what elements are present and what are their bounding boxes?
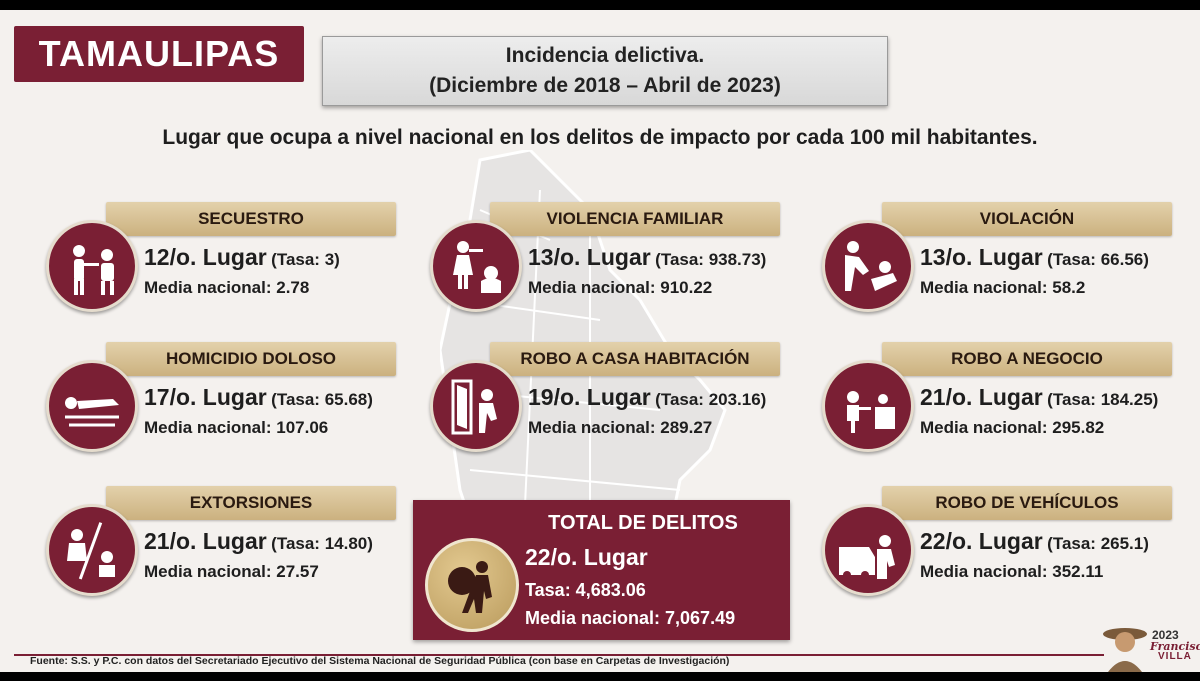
rank-value: 13/o. Lugar (528, 244, 651, 270)
extortion-icon (46, 504, 138, 596)
homicide-icon (46, 360, 138, 452)
footer-divider (14, 654, 1104, 656)
rank-text: 13/o. Lugar (Tasa: 66.56) (920, 244, 1149, 271)
media-nacional: Media nacional: 58.2 (920, 278, 1086, 297)
card-extorsiones: EXTORSIONES 21/o. Lugar (Tasa: 14.80) Me… (46, 486, 406, 596)
tasa-value: (Tasa: 65.68) (271, 390, 373, 409)
card-homicidio-doloso: HOMICIDIO DOLOSO 17/o. Lugar (Tasa: 65.6… (46, 342, 406, 452)
rank-value: 17/o. Lugar (144, 384, 267, 410)
card-band: EXTORSIONES (106, 486, 396, 520)
card-violencia-familiar: VIOLENCIA FAMILIAR 13/o. Lugar (Tasa: 93… (430, 202, 790, 312)
card-band: ROBO A NEGOCIO (882, 342, 1172, 376)
card-violacion: VIOLACIÓN 13/o. Lugar (Tasa: 66.56) Medi… (822, 202, 1182, 312)
rank-value: 12/o. Lugar (144, 244, 267, 270)
family-violence-icon (430, 220, 522, 312)
card-band: ROBO DE VEHÍCULOS (882, 486, 1172, 520)
crime-label: ROBO A NEGOCIO (951, 349, 1103, 368)
footer: Fuente: S.S. y P.C. con datos del Secret… (0, 650, 1200, 672)
title-box: Incidencia delictiva. (Diciembre de 2018… (322, 36, 888, 106)
rank-text: 13/o. Lugar (Tasa: 938.73) (528, 244, 766, 271)
rank-value: 19/o. Lugar (528, 384, 651, 410)
francisco-villa-logo: 2023 Francisco VILLA (1100, 620, 1200, 672)
slide: TAMAULIPAS Incidencia delictiva. (Diciem… (0, 10, 1200, 672)
card-band: SECUESTRO (106, 202, 396, 236)
card-band: ROBO A CASA HABITACIÓN (490, 342, 780, 376)
tasa-value: (Tasa: 3) (271, 250, 340, 269)
kidnapping-icon (46, 220, 138, 312)
card-robo-a-negocio: ROBO A NEGOCIO 21/o. Lugar (Tasa: 184.25… (822, 342, 1182, 452)
crime-label: VIOLENCIA FAMILIAR (546, 209, 724, 228)
crime-label: ROBO A CASA HABITACIÓN (520, 349, 750, 368)
total-crimes-box: TOTAL DE DELITOS 22/o. Lugar Tasa: 4,683… (413, 500, 790, 640)
total-label: TOTAL DE DELITOS (548, 512, 738, 534)
rank-text: 12/o. Lugar (Tasa: 3) (144, 244, 340, 271)
rank-value: 21/o. Lugar (144, 528, 267, 554)
rank-text: 21/o. Lugar (Tasa: 14.80) (144, 528, 373, 555)
logo-surname: VILLA (1158, 651, 1192, 662)
rank-text: 22/o. Lugar (Tasa: 265.1) (920, 528, 1149, 555)
crime-label: ROBO DE VEHÍCULOS (935, 493, 1119, 512)
card-secuestro: SECUESTRO 12/o. Lugar (Tasa: 3) Media na… (46, 202, 406, 312)
tasa-value: (Tasa: 184.25) (1047, 390, 1159, 409)
media-nacional: Media nacional: 107.06 (144, 418, 329, 437)
tasa-value: (Tasa: 938.73) (655, 250, 767, 269)
rank-value: 13/o. Lugar (920, 244, 1043, 270)
logo-name: Francisco (1150, 640, 1200, 653)
media-nacional: Media nacional: 2.78 (144, 278, 310, 297)
crime-label: SECUESTRO (198, 209, 304, 228)
card-band: VIOLACIÓN (882, 202, 1172, 236)
title-line-2: (Diciembre de 2018 – Abril de 2023) (429, 74, 781, 97)
media-nacional: Media nacional: 910.22 (528, 278, 713, 297)
card-band: HOMICIDIO DOLOSO (106, 342, 396, 376)
tasa-value: (Tasa: 203.16) (655, 390, 767, 409)
tasa-value: (Tasa: 265.1) (1047, 534, 1149, 553)
crime-label: EXTORSIONES (189, 493, 313, 512)
rank-value: 21/o. Lugar (920, 384, 1043, 410)
rank-text: 17/o. Lugar (Tasa: 65.68) (144, 384, 373, 411)
rank-text: 19/o. Lugar (Tasa: 203.16) (528, 384, 766, 411)
crime-label: HOMICIDIO DOLOSO (166, 349, 336, 368)
rank-value: 22/o. Lugar (920, 528, 1043, 554)
rank-text: 21/o. Lugar (Tasa: 184.25) (920, 384, 1158, 411)
card-robo-de-vehiculos: ROBO DE VEHÍCULOS 22/o. Lugar (Tasa: 265… (822, 486, 1182, 596)
subtitle: Lugar que ocupa a nivel nacional en los … (162, 126, 1038, 149)
logo-year: 2023 (1152, 628, 1179, 642)
portrait-icon (1103, 628, 1147, 672)
total-tasa: Tasa: 4,683.06 (525, 580, 646, 600)
thief-icon (425, 538, 519, 632)
media-nacional: Media nacional: 27.57 (144, 562, 319, 581)
store-robbery-icon (822, 360, 914, 452)
card-band: VIOLENCIA FAMILIAR (490, 202, 780, 236)
tasa-value: (Tasa: 66.56) (1047, 250, 1149, 269)
total-media-nacional: Media nacional: 7,067.49 (525, 608, 736, 628)
total-rank: 22/o. Lugar (525, 544, 648, 570)
media-nacional: Media nacional: 352.11 (920, 562, 1104, 581)
source-text: Fuente: S.S. y P.C. con datos del Secret… (30, 655, 730, 667)
card-robo-casa-habitacion: ROBO A CASA HABITACIÓN 19/o. Lugar (Tasa… (430, 342, 790, 452)
tasa-value: (Tasa: 14.80) (271, 534, 373, 553)
burglary-icon (430, 360, 522, 452)
title-line-1: Incidencia delictiva. (505, 44, 705, 67)
state-label: TAMAULIPAS (14, 26, 304, 82)
media-nacional: Media nacional: 289.27 (528, 418, 713, 437)
car-theft-icon (822, 504, 914, 596)
crime-label: VIOLACIÓN (979, 209, 1075, 228)
assault-icon (822, 220, 914, 312)
media-nacional: Media nacional: 295.82 (920, 418, 1105, 437)
